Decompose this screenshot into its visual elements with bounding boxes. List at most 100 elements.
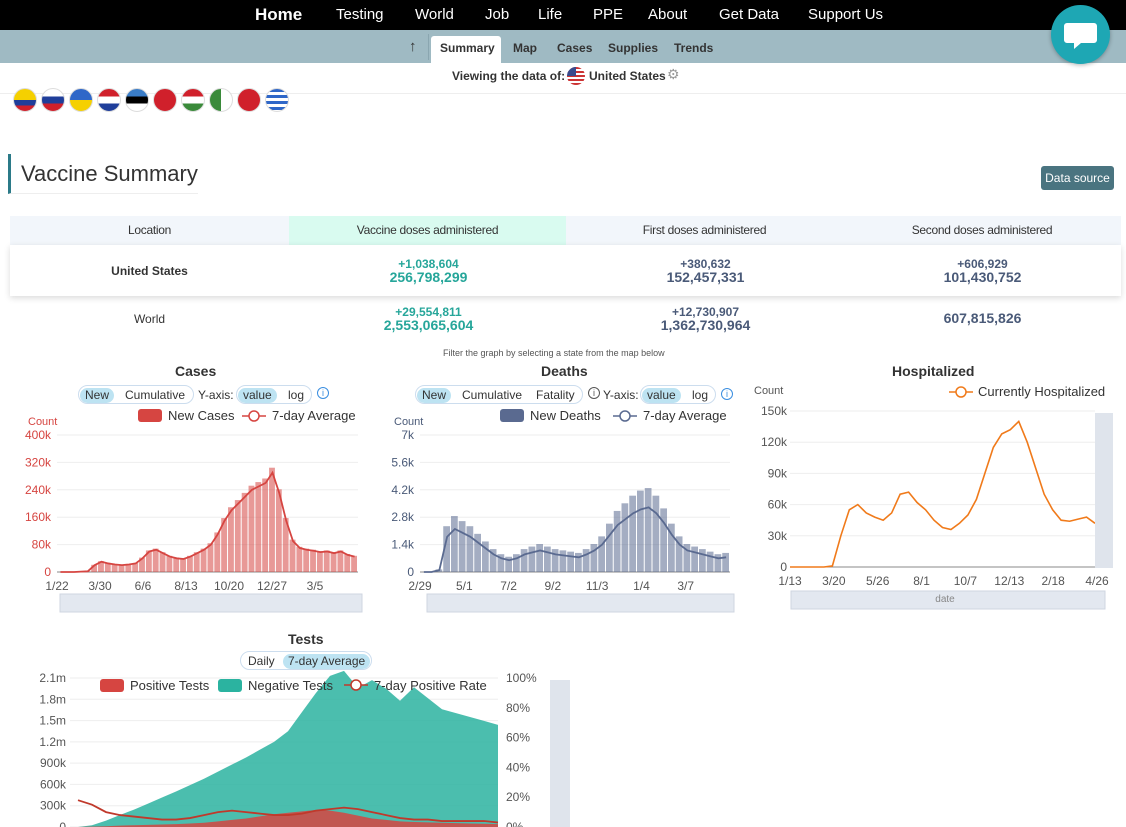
arrow-up-icon[interactable]: ↑ [409, 38, 417, 55]
bar [443, 526, 450, 572]
nav-support-us[interactable]: Support Us [808, 6, 884, 23]
nav-testing[interactable]: Testing [336, 6, 384, 23]
viewing-label: Viewing the data of: [452, 69, 566, 83]
y-tick-label: 150k [761, 404, 788, 418]
second-doses-cell: 607,815,826 [843, 311, 1122, 325]
deaths-fatality-button[interactable]: Fatality [536, 388, 575, 402]
info-icon[interactable]: i [721, 388, 733, 400]
algeria-flag-icon[interactable] [209, 88, 233, 112]
column-header-first-doses[interactable]: First doses administered [642, 223, 767, 237]
tests-daily-button[interactable]: Daily [248, 654, 275, 668]
nav-ppe[interactable]: PPE [593, 6, 624, 23]
bar [652, 495, 660, 572]
nav-get-data[interactable]: Get Data [719, 6, 780, 23]
bar [536, 544, 543, 572]
bar [193, 552, 200, 572]
tab-supplies[interactable]: Supplies [608, 41, 659, 55]
nav-about[interactable]: About [648, 6, 688, 23]
info-icon[interactable]: i [317, 387, 329, 399]
bar [466, 526, 474, 572]
bar [489, 549, 497, 572]
legend-label: Negative Tests [248, 678, 334, 693]
deaths-log-button[interactable]: log [692, 388, 709, 402]
colombia-flag-icon[interactable] [13, 88, 37, 112]
albania-flag-icon[interactable] [153, 88, 177, 112]
slovenia-flag-icon[interactable] [41, 88, 65, 112]
column-header-doses[interactable]: Vaccine doses administered [289, 216, 566, 245]
bar [118, 564, 125, 572]
hungary-flag-icon[interactable] [181, 88, 205, 112]
deaths-value-button[interactable]: value [642, 388, 681, 403]
nav-job[interactable]: Job [485, 6, 510, 23]
data-source-button[interactable]: Data source [1041, 166, 1114, 190]
column-header-location[interactable]: Location [128, 223, 171, 237]
table-row[interactable]: World +29,554,811 2,553,065,604 +12,730,… [10, 296, 1121, 336]
doses-delta: +1,038,604 [398, 257, 459, 271]
doses-cell: +29,554,811 2,553,065,604 [289, 306, 568, 332]
bar [241, 492, 248, 572]
bar [104, 563, 111, 572]
cases-value-button[interactable]: value [238, 388, 277, 403]
sub-nav: ↑ Summary Map Cases Supplies Trends [0, 30, 1126, 63]
first-doses-total: 1,362,730,964 [660, 317, 751, 333]
bar [544, 546, 551, 572]
tab-trends[interactable]: Trends [674, 41, 714, 55]
legend-label: New Cases [168, 408, 235, 423]
bar [351, 555, 357, 572]
legend-swatch-negative [218, 679, 242, 692]
deaths-new-button[interactable]: New [417, 388, 452, 403]
bar [303, 548, 310, 572]
y-tick-label: 1.4k [391, 538, 415, 552]
bar [159, 552, 166, 572]
nav-life[interactable]: Life [538, 6, 563, 23]
bar [559, 550, 567, 572]
seven-day-average-line [423, 506, 727, 573]
ukraine-flag-icon[interactable] [69, 88, 93, 112]
viewing-bar: Viewing the data of: United States ⚙ [0, 63, 1126, 94]
estonia-flag-icon[interactable] [125, 88, 149, 112]
deaths-chart[interactable]: Count 0 1.4k 2.8k 4.2k 5.6k 7k 2/29 5/1 7/2 9/2 11/… [380, 405, 740, 615]
bar [668, 523, 675, 572]
bar [567, 551, 574, 572]
second-doses-total: 101,430,752 [943, 269, 1022, 285]
tests-7day-button[interactable]: 7-day Average [283, 654, 371, 669]
nav-home[interactable]: Home [255, 5, 303, 24]
bar [575, 552, 582, 572]
us-flag-icon [567, 67, 585, 85]
vietnam-flag-icon[interactable] [237, 88, 261, 112]
tab-summary[interactable]: Summary [440, 41, 495, 55]
bar [200, 548, 207, 572]
chat-button[interactable] [1051, 5, 1110, 64]
y-axis-title: Count [394, 416, 423, 428]
legend-swatch-bar [138, 409, 162, 422]
y-tick-label: 2.1m [39, 671, 66, 685]
bar [637, 490, 644, 572]
greece-flag-icon[interactable] [265, 88, 289, 112]
cases-chart[interactable]: Count 0 80k 160k 240k 320k 400k 1/22 3/30 6/6 8/13… [10, 405, 370, 615]
info-icon[interactable]: i [588, 387, 600, 399]
cases-new-button[interactable]: New [80, 388, 115, 403]
cases-cumulative-button[interactable]: Cumulative [125, 388, 186, 402]
column-header-second-doses[interactable]: Second doses administered [911, 223, 1053, 237]
y-tick-label: 600k [40, 777, 67, 791]
croatia-flag-icon[interactable] [97, 88, 121, 112]
deaths-cumulative-button[interactable]: Cumulative [462, 388, 523, 402]
x-tick-label: 9/2 [545, 579, 562, 593]
nav-world[interactable]: World [415, 6, 454, 23]
table-row[interactable]: United States +1,038,604 256,798,299 +38… [10, 245, 1121, 296]
tests-chart[interactable]: 0 300k 600k 900k 1.2m 1.5m 1.8m 2.1m 0% 20% 40% 60%… [10, 670, 580, 827]
tab-cases[interactable]: Cases [557, 41, 593, 55]
hospitalized-chart[interactable]: Count 0 30k 60k 90k 120k 150k 1/13 3/20 5/26 8/1 10… [745, 380, 1120, 615]
bar [474, 533, 481, 572]
gear-icon[interactable]: ⚙ [667, 66, 680, 82]
y-tick-label: 2.8k [391, 510, 415, 524]
bar [139, 557, 145, 572]
x-tick-label: 1/4 [633, 579, 650, 593]
tab-map[interactable]: Map [513, 41, 537, 55]
cases-log-button[interactable]: log [288, 388, 305, 402]
chart-title-cases: Cases [175, 363, 217, 379]
selected-country[interactable]: United States [589, 69, 666, 83]
bar [125, 564, 132, 572]
bar [644, 488, 652, 572]
legend-swatch-marker [619, 410, 631, 422]
